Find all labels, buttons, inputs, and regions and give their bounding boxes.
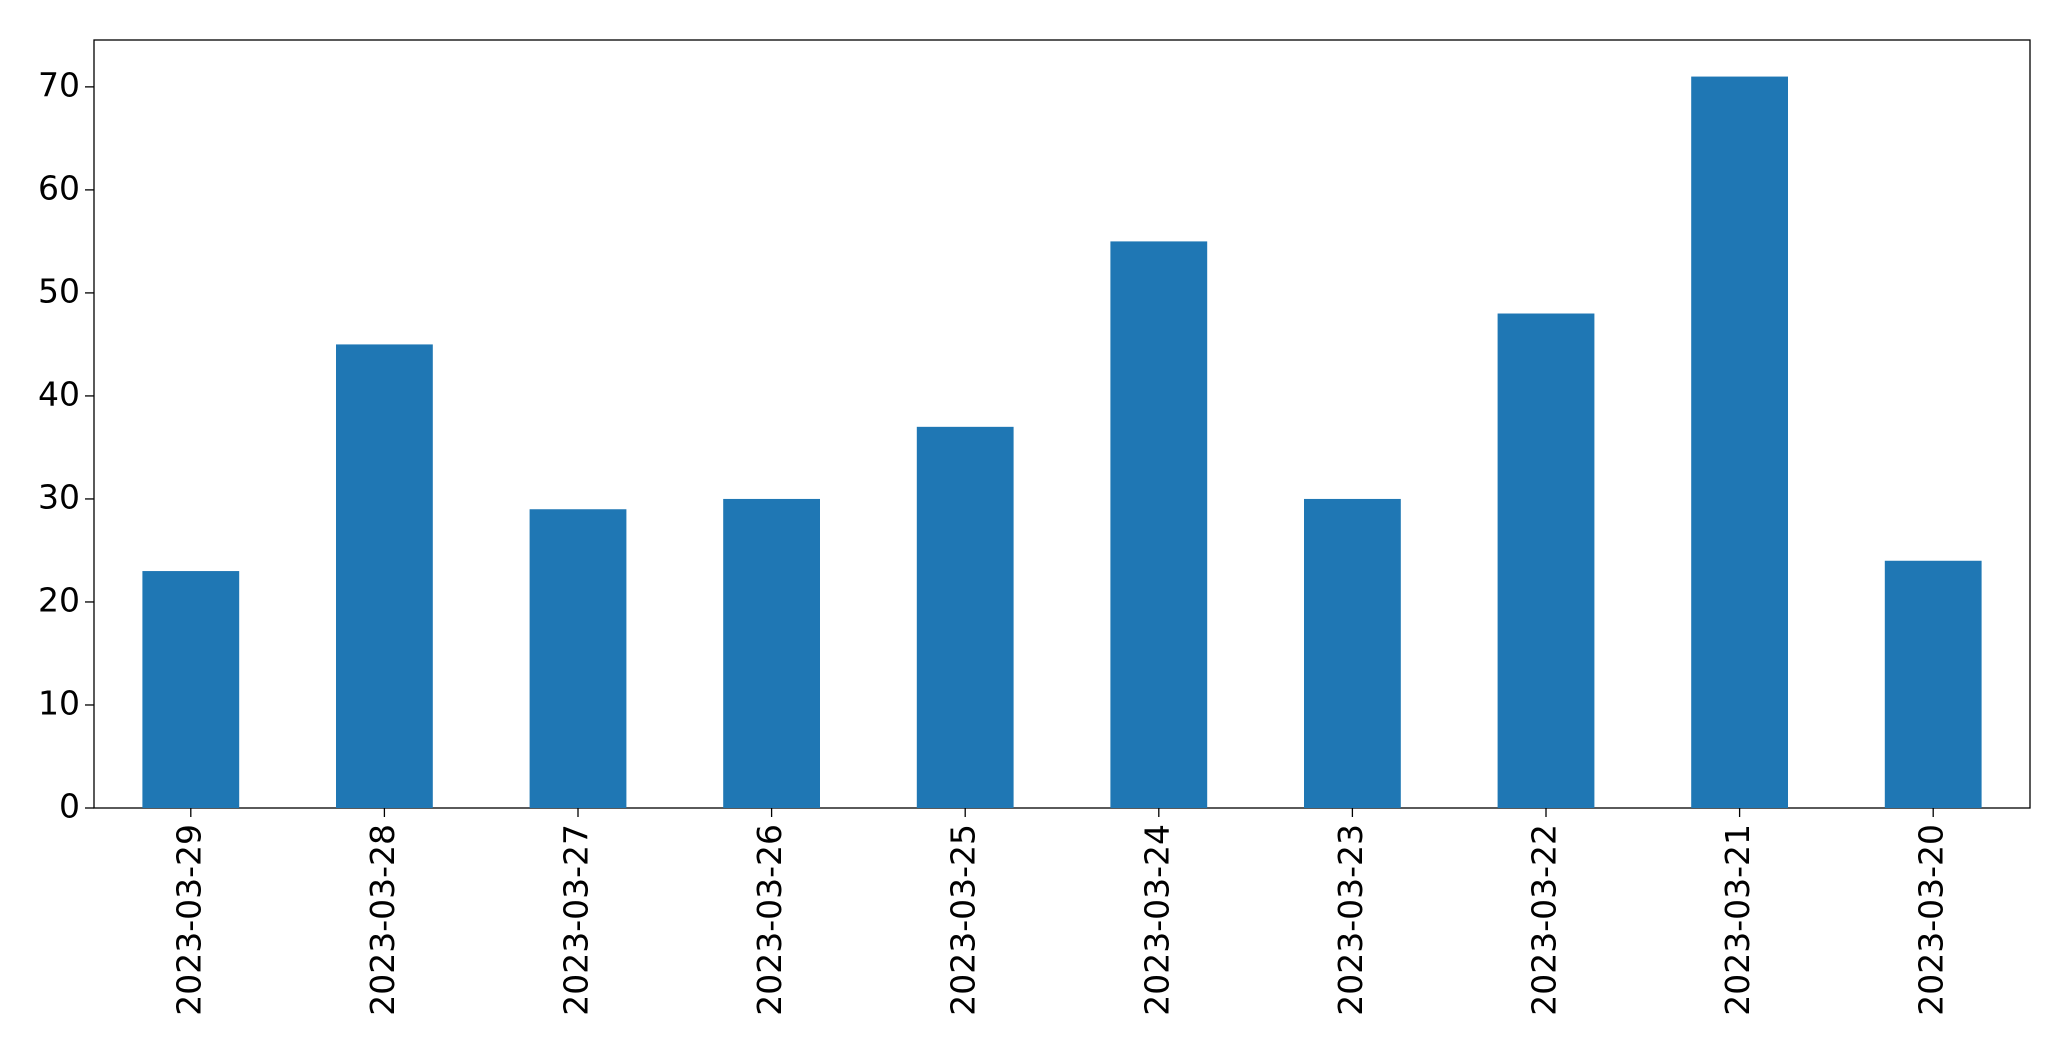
bar xyxy=(1884,560,1982,808)
x-tick-label: 2023-03-29 xyxy=(169,824,208,1016)
x-tick-label: 2023-03-20 xyxy=(1912,824,1951,1016)
y-tick-label: 50 xyxy=(38,271,80,310)
y-tick-label: 30 xyxy=(38,477,80,516)
y-tick-label: 60 xyxy=(38,168,80,207)
bar xyxy=(1304,498,1401,808)
x-tick-label: 2023-03-22 xyxy=(1525,824,1564,1016)
bar xyxy=(1497,313,1595,808)
x-tick-label: 2023-03-24 xyxy=(1137,824,1176,1016)
x-tick-label: 2023-03-26 xyxy=(750,824,789,1016)
x-tick-label: 2023-03-27 xyxy=(557,824,596,1016)
plot-frame xyxy=(93,39,2031,809)
bar xyxy=(916,426,1014,808)
y-tick-label: 70 xyxy=(38,65,80,104)
bar xyxy=(723,498,820,808)
x-tick-label: 2023-03-23 xyxy=(1331,824,1370,1016)
y-tick-label: 0 xyxy=(59,787,80,826)
x-tick-label: 2023-03-25 xyxy=(944,824,983,1016)
y-tick-label: 10 xyxy=(38,683,80,722)
y-tick-label: 40 xyxy=(38,374,80,413)
bar xyxy=(1691,76,1788,809)
y-tick-label: 20 xyxy=(38,580,80,619)
bar xyxy=(336,344,433,808)
bar xyxy=(529,509,627,808)
x-tick-label: 2023-03-28 xyxy=(363,824,402,1016)
x-tick-label: 2023-03-21 xyxy=(1718,824,1757,1016)
bar xyxy=(142,571,240,808)
bar xyxy=(1110,241,1208,809)
